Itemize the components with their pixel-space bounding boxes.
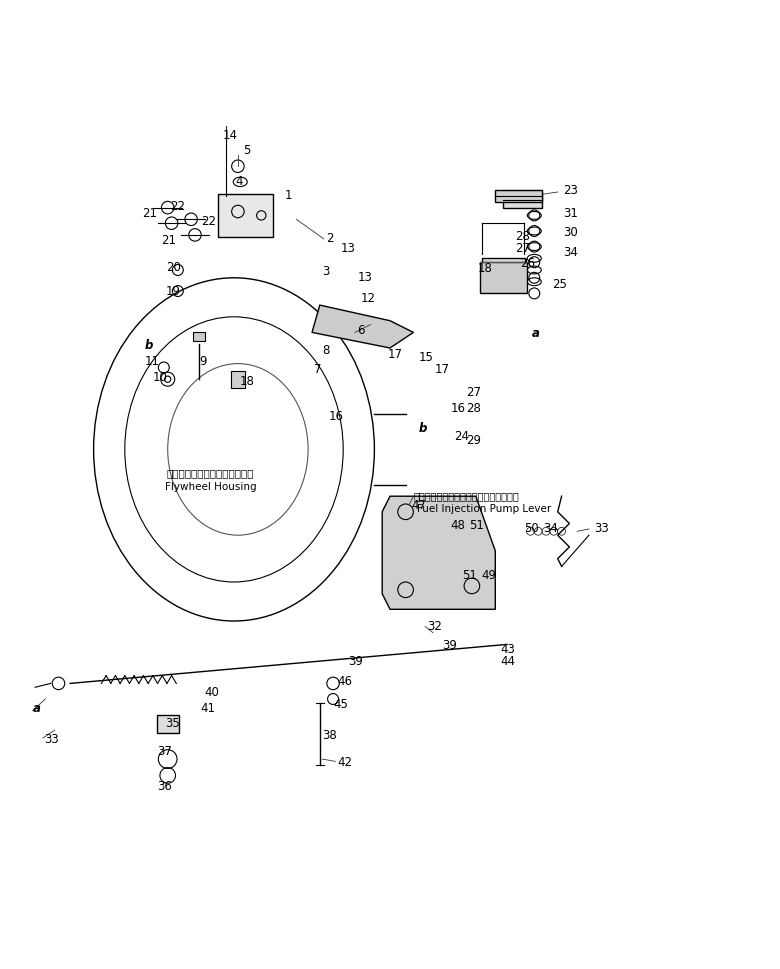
- Text: 41: 41: [200, 702, 215, 715]
- Text: 45: 45: [333, 698, 348, 711]
- Text: 17: 17: [388, 348, 402, 360]
- Text: 43: 43: [501, 643, 516, 656]
- Text: 18: 18: [478, 262, 493, 275]
- Text: 49: 49: [481, 569, 496, 582]
- Text: 35: 35: [165, 717, 180, 731]
- Text: 34: 34: [563, 246, 578, 260]
- Text: 31: 31: [563, 207, 578, 220]
- Text: 10: 10: [153, 371, 168, 384]
- FancyBboxPatch shape: [495, 190, 542, 202]
- Polygon shape: [312, 305, 413, 348]
- Text: 21: 21: [142, 207, 157, 220]
- FancyBboxPatch shape: [193, 331, 204, 341]
- Text: 51: 51: [470, 518, 484, 532]
- Text: 8: 8: [322, 344, 329, 357]
- Text: a: a: [532, 328, 540, 340]
- Polygon shape: [382, 496, 495, 610]
- Text: 32: 32: [427, 620, 442, 633]
- Text: 25: 25: [552, 277, 567, 291]
- Text: 3: 3: [322, 266, 329, 278]
- Text: 24: 24: [454, 429, 469, 443]
- Text: 26: 26: [520, 257, 535, 270]
- Text: 33: 33: [594, 522, 609, 536]
- Text: Flywheel Housing: Flywheel Housing: [165, 482, 257, 492]
- Text: 15: 15: [419, 351, 434, 364]
- Text: 9: 9: [199, 355, 207, 368]
- Text: 48: 48: [451, 518, 466, 532]
- Text: 13: 13: [341, 241, 356, 255]
- FancyBboxPatch shape: [157, 715, 179, 733]
- Text: フェエルインジェクションポンプレバー: フェエルインジェクションポンプレバー: [413, 491, 519, 502]
- Text: 47: 47: [412, 499, 427, 512]
- Text: Fuel Injection Pump Lever: Fuel Injection Pump Lever: [417, 504, 551, 515]
- FancyBboxPatch shape: [218, 194, 273, 236]
- Text: 22: 22: [170, 200, 185, 212]
- Text: 28: 28: [466, 402, 480, 416]
- FancyBboxPatch shape: [503, 192, 542, 207]
- Text: ～フライボイールハウジング～: ～フライボイールハウジング～: [167, 468, 254, 478]
- Text: 1: 1: [285, 189, 292, 203]
- Text: 40: 40: [204, 686, 219, 700]
- Text: 33: 33: [44, 734, 59, 746]
- Text: 19: 19: [166, 285, 181, 297]
- Text: 23: 23: [563, 184, 578, 197]
- Text: 4: 4: [236, 175, 243, 188]
- Text: 29: 29: [466, 433, 480, 447]
- Text: 13: 13: [357, 271, 372, 284]
- Text: 27: 27: [466, 386, 480, 399]
- Text: 12: 12: [361, 293, 376, 305]
- Text: b: b: [419, 422, 427, 435]
- Text: 18: 18: [239, 375, 254, 388]
- Text: b: b: [144, 339, 153, 352]
- Text: 5: 5: [243, 144, 250, 157]
- Text: 11: 11: [144, 355, 159, 368]
- Text: 7: 7: [314, 362, 321, 376]
- Text: 22: 22: [201, 215, 216, 228]
- Text: a: a: [33, 702, 41, 715]
- Text: 50: 50: [524, 522, 539, 536]
- Text: 27: 27: [515, 241, 530, 255]
- Text: 38: 38: [322, 729, 337, 742]
- Text: 6: 6: [357, 325, 365, 337]
- FancyBboxPatch shape: [482, 259, 525, 290]
- Text: 46: 46: [337, 674, 352, 688]
- Text: 14: 14: [222, 129, 237, 142]
- Text: 39: 39: [442, 640, 457, 652]
- Text: 2: 2: [326, 232, 334, 244]
- Text: 37: 37: [158, 745, 172, 758]
- Text: 42: 42: [337, 757, 352, 769]
- FancyBboxPatch shape: [480, 263, 526, 294]
- FancyBboxPatch shape: [231, 370, 245, 388]
- Text: 16: 16: [329, 410, 344, 423]
- Text: 44: 44: [501, 655, 516, 668]
- Text: 36: 36: [158, 780, 172, 793]
- Text: 21: 21: [161, 234, 176, 247]
- Text: 39: 39: [349, 655, 363, 668]
- Text: 34: 34: [544, 522, 558, 536]
- Text: 30: 30: [563, 226, 578, 239]
- Text: 17: 17: [434, 363, 449, 376]
- Text: 16: 16: [451, 401, 466, 415]
- Text: 20: 20: [166, 262, 181, 274]
- Text: 51: 51: [462, 569, 477, 582]
- Text: 28: 28: [515, 230, 530, 243]
